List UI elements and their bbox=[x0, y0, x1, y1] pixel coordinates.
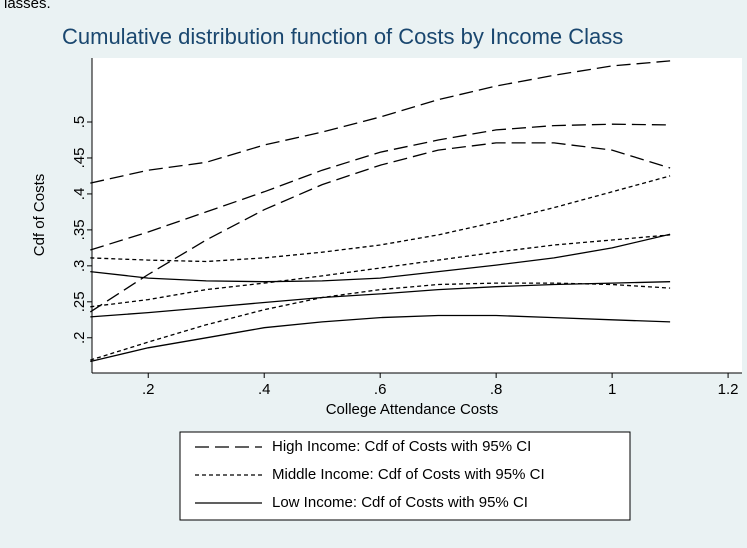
plot-area bbox=[92, 58, 742, 373]
y-tick-label: .4 bbox=[71, 188, 88, 201]
x-tick-label: .8 bbox=[490, 381, 503, 398]
legend-label: Middle Income: Cdf of Costs with 95% CI bbox=[272, 466, 545, 483]
x-tick-label: 1 bbox=[608, 381, 616, 398]
y-tick-label: .5 bbox=[71, 116, 88, 129]
x-axis-label: College Attendance Costs bbox=[326, 401, 499, 418]
y-tick-label: .35 bbox=[71, 219, 88, 240]
cdf-line bbox=[89, 142, 671, 313]
x-tick-label: .6 bbox=[374, 381, 387, 398]
chart-title: Cumulative distribution function of Cost… bbox=[62, 24, 623, 49]
y-tick-label: .3 bbox=[71, 260, 88, 273]
cdf-line bbox=[90, 123, 671, 251]
y-tick-label: .2 bbox=[71, 332, 88, 345]
cdf-line bbox=[90, 314, 671, 363]
cdf-line bbox=[90, 281, 671, 318]
x-tick-label: .2 bbox=[142, 381, 155, 398]
y-tick-label: .25 bbox=[71, 291, 88, 312]
x-tick-label: 1.2 bbox=[718, 381, 739, 398]
legend-label: Low Income: Cdf of Costs with 95% CI bbox=[272, 494, 528, 511]
cdf-line bbox=[90, 233, 671, 283]
y-tick-label: .45 bbox=[71, 148, 88, 169]
legend-label: High Income: Cdf of Costs with 95% CI bbox=[272, 438, 531, 455]
y-axis-label: Cdf of Costs bbox=[31, 174, 48, 257]
x-tick-label: .4 bbox=[258, 381, 271, 398]
caption: lasses. bbox=[4, 0, 51, 12]
cdf-line bbox=[90, 175, 671, 263]
